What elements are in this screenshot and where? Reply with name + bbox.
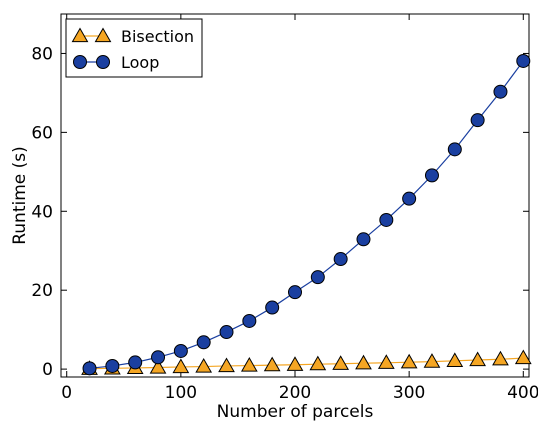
data-point (400, 353, 418, 369)
data-point (355, 354, 372, 370)
legend-marker (94, 27, 112, 43)
y-tick-label: 0 (42, 360, 53, 380)
data-point (356, 232, 371, 247)
data-point (82, 361, 97, 376)
x-tick-label: 0 (61, 383, 72, 403)
data-point (240, 357, 258, 372)
data-point (446, 352, 464, 367)
data-point (149, 359, 167, 374)
y-tick-label: 40 (31, 202, 53, 222)
data-point (516, 53, 531, 68)
data-point (492, 350, 509, 366)
data-point (423, 353, 441, 368)
x-tick-label: 100 (165, 383, 197, 403)
data-point (470, 113, 485, 128)
data-point (310, 270, 325, 285)
y-tick-label: 20 (31, 281, 53, 301)
data-point (333, 252, 348, 267)
legend-box (65, 18, 203, 78)
series-layer (81, 53, 532, 376)
data-point (105, 358, 120, 373)
legend-entry: Bisection (71, 27, 194, 46)
x-tick-label: 300 (393, 383, 425, 403)
legend-label: Loop (121, 53, 159, 72)
data-point (173, 343, 188, 358)
x-tick-label: 400 (507, 383, 538, 403)
legend-marker (71, 27, 89, 43)
data-point (196, 335, 211, 350)
data-point (286, 356, 304, 371)
data-point (402, 191, 417, 206)
data-point (195, 358, 213, 373)
legend-label: Bisection (121, 27, 194, 46)
legend-entry: Loop (73, 53, 159, 72)
data-point (265, 300, 280, 315)
data-point (493, 84, 508, 99)
series-bisection (81, 349, 532, 375)
data-point (309, 355, 327, 371)
data-point (469, 351, 486, 367)
legend-marker (96, 55, 110, 69)
data-point (263, 356, 281, 372)
data-point (424, 168, 439, 183)
series-loop (82, 53, 531, 376)
data-point (447, 142, 462, 157)
data-point (172, 358, 190, 374)
data-point (219, 325, 234, 340)
x-axis-label: Number of parcels (217, 402, 374, 421)
data-point (377, 354, 395, 369)
y-tick-label: 60 (31, 123, 53, 143)
data-point (288, 285, 302, 300)
legend: Bisection Loop (65, 18, 203, 78)
data-point (218, 357, 235, 373)
data-point (379, 212, 394, 227)
data-point (128, 355, 143, 370)
tick-group: 0 100 200 300 400 0 20 40 60 80 (31, 14, 538, 403)
x-tick-label: 200 (279, 383, 311, 403)
data-point (332, 355, 350, 370)
y-axis-label: Runtime (s) (10, 146, 30, 245)
data-point (151, 350, 166, 365)
legend-marker (73, 55, 87, 69)
data-point (514, 349, 532, 365)
data-point (242, 313, 257, 328)
y-tick-label: 80 (31, 44, 53, 64)
series-line (89, 60, 524, 369)
